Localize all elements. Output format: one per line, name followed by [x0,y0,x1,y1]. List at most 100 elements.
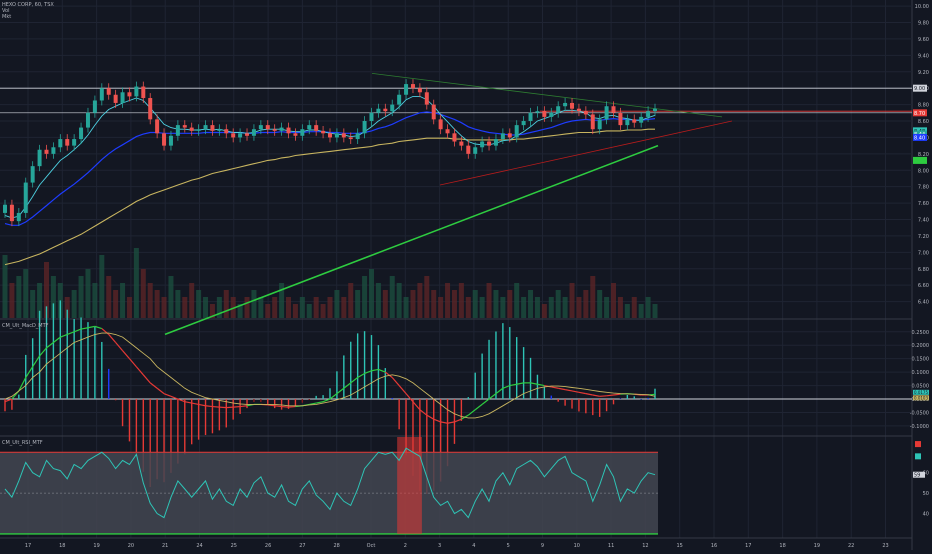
candle-body [51,147,56,154]
macd-histogram-bar [509,327,511,400]
candle-body [279,127,284,131]
macd-line-segment [18,377,27,392]
candle-body [514,125,519,138]
candle-body [210,125,215,131]
volume-bar [16,276,22,318]
volume-bar [306,304,312,318]
macd-histogram-bar [87,322,89,400]
macd-histogram-bar [488,339,490,400]
volume-bar [451,290,457,318]
volume-bar [196,290,202,318]
macd-line-segment [447,421,455,424]
price-badge-label: 9.00 [914,86,925,92]
macd-histogram-bar [73,318,75,400]
candle-body [9,204,14,222]
macd-histogram-bar [350,341,352,400]
candle-body [224,129,229,134]
volume-bar [417,283,423,318]
macd-line-segment [405,393,414,403]
volume-bar [486,283,492,318]
macd-histogram-bar [4,399,6,412]
macd-histogram-bar [474,372,476,400]
volume-bar [43,262,49,318]
candle-body [300,129,305,136]
macd-line-segment [364,370,372,375]
volume-bar [465,297,471,318]
volume-bar [355,290,361,318]
macd-line-segment [281,405,289,408]
macd-histogram-bar [426,399,428,494]
volume-bar [140,269,146,318]
rsi-title: CM_Ult_RSI_MTF [2,440,43,446]
candle-body [646,111,651,117]
macd-histogram-bar [301,399,304,403]
candle-body [500,133,505,140]
macd-histogram-bar [108,368,110,400]
macd-line-segment [274,405,282,408]
macd-line-segment [606,394,614,397]
macd-histogram-bar [170,399,172,473]
volume-bar [528,290,534,318]
macd-line-segment [537,383,545,387]
price-tick-label: 7.20 [918,234,929,240]
macd-tick-label: 0.2000 [912,343,930,349]
price-pane [0,73,912,336]
volume-bar [189,283,195,318]
macd-histogram-bar [280,399,283,410]
macd-histogram-bar [121,399,124,427]
candle-body [293,133,298,136]
macd-line-segment [336,387,345,395]
candle-body [92,100,97,113]
volume-bar [521,297,527,318]
macd-line-segment [371,368,379,372]
volume-bar [472,290,478,318]
volume-bar [445,283,451,318]
price-tick-label: 9.20 [918,70,929,76]
macd-line-segment [87,325,96,329]
volume-bar [389,276,395,318]
volume-bar [71,290,77,318]
macd-histogram-bar [592,399,594,416]
macd-histogram-bar [619,398,622,400]
macd-line-segment [433,418,441,423]
macd-histogram-bar [101,341,103,400]
macd-histogram-bar [647,397,649,400]
x-tick-label: 17 [745,543,751,549]
macd-histogram-bar [177,399,179,464]
volume-bar [569,283,575,318]
x-tick-label: 11 [608,543,614,549]
header-line-2: Vol [2,8,10,14]
candle-body [639,116,644,123]
macd-histogram-bar [578,399,580,412]
candle-body [72,139,77,146]
x-tick-label: 27 [299,543,305,549]
macd-histogram-bar [495,331,497,400]
candle-body [168,135,173,146]
macd-line-segment [558,387,566,391]
x-tick-label: 18 [59,543,65,549]
candle-body [37,149,42,167]
macd-line-segment [343,382,352,389]
macd-histogram-bar [605,399,608,412]
candle-body [556,106,561,113]
volume-bar [375,283,381,318]
macd-line-segment [571,390,580,393]
volume-bar [292,304,298,318]
macd-histogram-bar [460,399,463,421]
x-tick-label: 20 [128,543,134,549]
macd-line-segment [67,331,75,336]
macd-histogram-bar [329,388,331,400]
macd-histogram-bar [439,399,442,482]
macd-histogram-bar [343,355,345,400]
macd-histogram-bar [398,399,400,430]
volume-bar [299,297,305,318]
macd-signal-line [4,332,656,419]
volume-bar [106,276,112,318]
macd-line-segment [73,328,82,333]
macd-tick-label: 0.0500 [912,384,930,390]
price-badge [913,84,927,92]
candle-body [155,119,160,134]
macd-histogram-bar [232,399,234,420]
macd-histogram-bar [294,399,297,407]
